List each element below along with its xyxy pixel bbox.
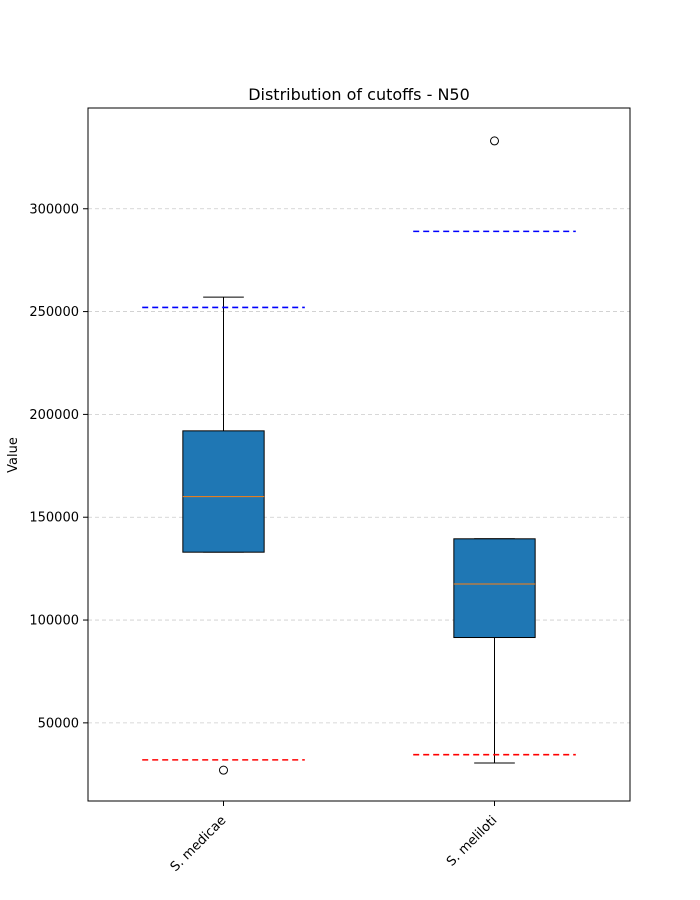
box-group	[413, 136, 576, 764]
y-tick-label: 250000	[29, 305, 79, 320]
chart-title: Distribution of cutoffs - N50	[248, 85, 470, 104]
grid-lines	[88, 208, 630, 724]
box-group	[142, 296, 305, 775]
y-tick-label: 150000	[29, 511, 79, 526]
y-tick-label: 50000	[38, 716, 79, 731]
iqr-box	[453, 538, 536, 639]
y-tick-label: 300000	[29, 202, 79, 217]
iqr-box	[182, 430, 265, 553]
y-tick-label: 100000	[29, 614, 79, 629]
ticks: 50000 100000 150000 200000 250000 300000 S. me…	[29, 202, 500, 875]
y-axis-label: Value	[6, 437, 21, 473]
x-tick-label: S. medicae	[168, 813, 230, 875]
outlier-point	[490, 136, 499, 146]
boxes	[142, 136, 576, 775]
x-tick-label: S. meliloti	[444, 813, 500, 869]
outlier-point	[219, 765, 228, 775]
y-tick-label: 200000	[29, 408, 79, 423]
plot-frame	[87, 107, 631, 802]
